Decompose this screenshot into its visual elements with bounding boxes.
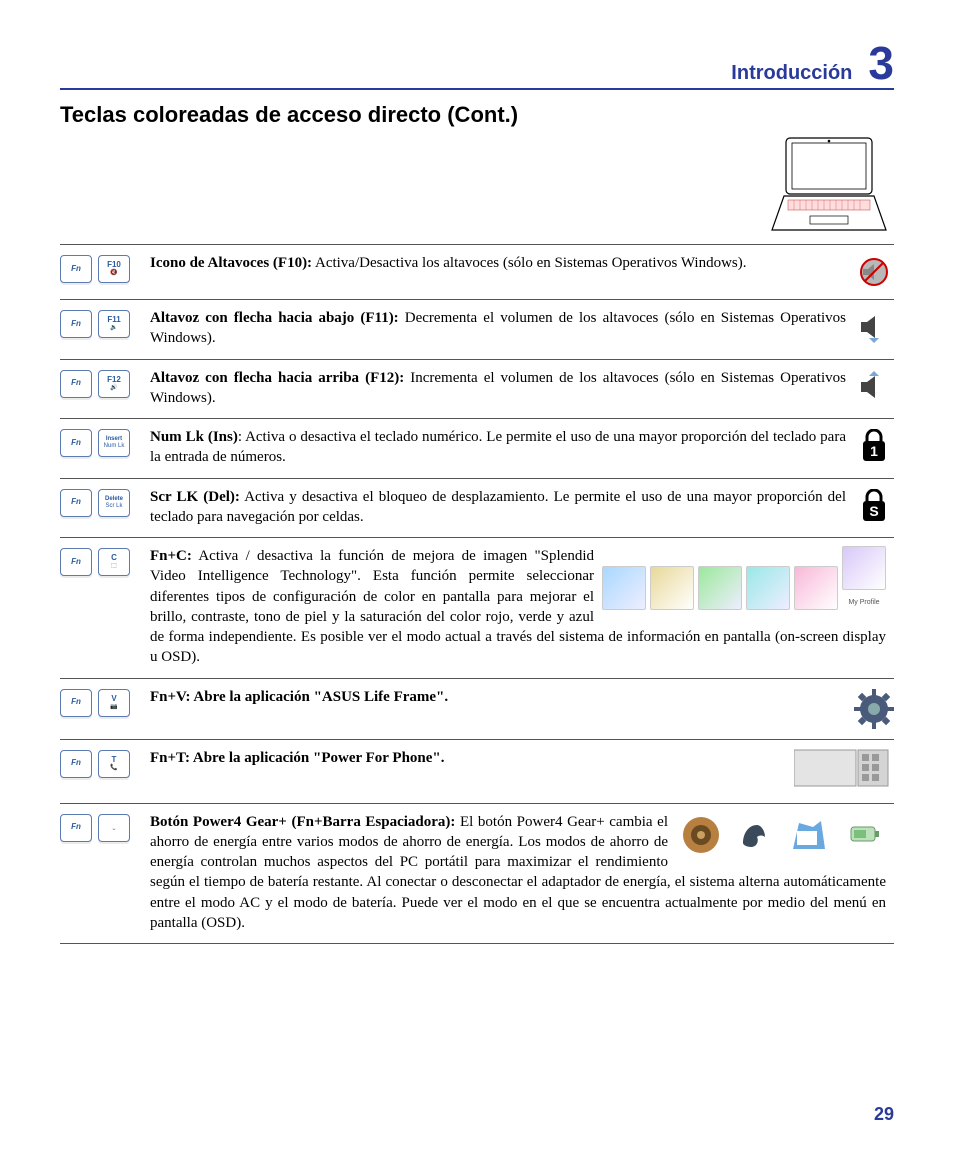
entry-numlk: Fn InsertNum Lk Num Lk (Ins): Activa o d… xyxy=(60,418,894,478)
splendid-icons: My Profile xyxy=(602,546,886,610)
c-key: C⬚ xyxy=(98,548,130,576)
splendid-mode-icon xyxy=(746,566,790,610)
fn-key: Fn xyxy=(60,548,92,576)
desc: Altavoz con flecha hacia abajo (F11): De… xyxy=(150,308,854,349)
keys: Fn V📷 xyxy=(60,687,150,717)
entry-f10: Fn F10🔇 Icono de Altavoces (F10): Activa… xyxy=(60,244,894,299)
speaker-up-icon xyxy=(857,370,891,404)
splendid-mode-icon xyxy=(650,566,694,610)
f12-key: F12🔊 xyxy=(98,370,130,398)
keys: Fn ⎵ xyxy=(60,812,150,842)
insert-key: InsertNum Lk xyxy=(98,429,130,457)
splendid-mode-icon xyxy=(842,546,886,590)
desc: Fn+T: Abre la aplicación "Power For Phon… xyxy=(150,748,794,768)
power-mode-icons xyxy=(678,812,886,858)
entry-fnv: Fn V📷 Fn+V: Abre la aplicación "ASUS Lif… xyxy=(60,678,894,739)
splendid-mode-icon xyxy=(698,566,742,610)
icon-cell xyxy=(794,748,894,793)
speaker-down-icon xyxy=(857,310,891,344)
fn-key: Fn xyxy=(60,370,92,398)
entry-scrlk: Fn DeleteScr Lk Scr LK (Del): Activa y d… xyxy=(60,478,894,538)
desc: Fn+V: Abre la aplicación "ASUS Life Fram… xyxy=(150,687,854,707)
header: Introducción 3 xyxy=(60,40,894,90)
desc: Scr LK (Del): Activa y desactiva el bloq… xyxy=(150,487,854,528)
icon-cell: 1 xyxy=(854,427,894,463)
page: Introducción 3 Teclas coloreadas de acce… xyxy=(0,0,954,1155)
icon-cell xyxy=(854,253,894,289)
entry-f12: Fn F12🔊 Altavoz con flecha hacia arriba … xyxy=(60,359,894,419)
keys: Fn DeleteScr Lk xyxy=(60,487,150,517)
desc: Altavoz con flecha hacia arriba (F12): I… xyxy=(150,368,854,409)
power-mode-icon xyxy=(786,812,832,858)
header-title: Introducción xyxy=(731,62,852,85)
splendid-mode-icon xyxy=(794,566,838,610)
fn-key: Fn xyxy=(60,310,92,338)
phone-app-icon xyxy=(794,748,890,788)
entry-fnt: Fn T📞 Fn+T: Abre la aplicación "Power Fo… xyxy=(60,739,894,803)
desc: Icono de Altavoces (F10): Activa/Desacti… xyxy=(150,253,854,273)
fn-key: Fn xyxy=(60,255,92,283)
desc: Botón Power4 Gear+ (Fn+Barra Espaciadora… xyxy=(150,812,894,934)
f11-key: F11🔉 xyxy=(98,310,130,338)
entry-fnc: Fn C⬚ My Profile Fn+C: Activa / desactiv… xyxy=(60,537,894,678)
laptop-illustration-row xyxy=(60,134,894,234)
chapter-number: 3 xyxy=(868,40,894,86)
power-mode-icon xyxy=(840,812,886,858)
keys: Fn F11🔉 xyxy=(60,308,150,338)
lock-s-icon: S xyxy=(860,489,888,523)
delete-key: DeleteScr Lk xyxy=(98,489,130,517)
section-title: Teclas coloreadas de acceso directo (Con… xyxy=(60,102,894,128)
icon-cell xyxy=(854,308,894,344)
fn-key: Fn xyxy=(60,814,92,842)
entry-power4: Fn ⎵ Botón Power4 Gear+ (Fn+Barra Espaci… xyxy=(60,803,894,944)
t-key: T📞 xyxy=(98,750,130,778)
svg-text:1: 1 xyxy=(870,443,878,459)
fn-key: Fn xyxy=(60,489,92,517)
splendid-mode-icon xyxy=(602,566,646,610)
fn-key: Fn xyxy=(60,750,92,778)
keys: Fn InsertNum Lk xyxy=(60,427,150,457)
keys: Fn T📞 xyxy=(60,748,150,778)
keys: Fn C⬚ xyxy=(60,546,150,576)
svg-text:S: S xyxy=(869,503,878,519)
my-profile-label: My Profile xyxy=(848,599,879,606)
gear-icon xyxy=(854,689,894,729)
keys: Fn F10🔇 xyxy=(60,253,150,283)
v-key: V📷 xyxy=(98,689,130,717)
space-key: ⎵ xyxy=(98,814,130,842)
power-mode-icon xyxy=(732,812,778,858)
fn-key: Fn xyxy=(60,429,92,457)
page-number: 29 xyxy=(874,1104,894,1125)
speaker-mute-icon xyxy=(857,255,891,289)
icon-cell xyxy=(854,368,894,404)
keys: Fn F12🔊 xyxy=(60,368,150,398)
f10-key: F10🔇 xyxy=(98,255,130,283)
lock-1-icon: 1 xyxy=(860,429,888,463)
power-mode-icon xyxy=(678,812,724,858)
fn-key: Fn xyxy=(60,689,92,717)
desc: My Profile Fn+C: Activa / desactiva la f… xyxy=(150,546,894,668)
icon-cell: S xyxy=(854,487,894,523)
entries-list: Fn F10🔇 Icono de Altavoces (F10): Activa… xyxy=(60,244,894,944)
icon-cell xyxy=(854,687,894,729)
desc: Num Lk (Ins): Activa o desactiva el tecl… xyxy=(150,427,854,468)
laptop-icon xyxy=(764,134,894,234)
entry-f11: Fn F11🔉 Altavoz con flecha hacia abajo (… xyxy=(60,299,894,359)
